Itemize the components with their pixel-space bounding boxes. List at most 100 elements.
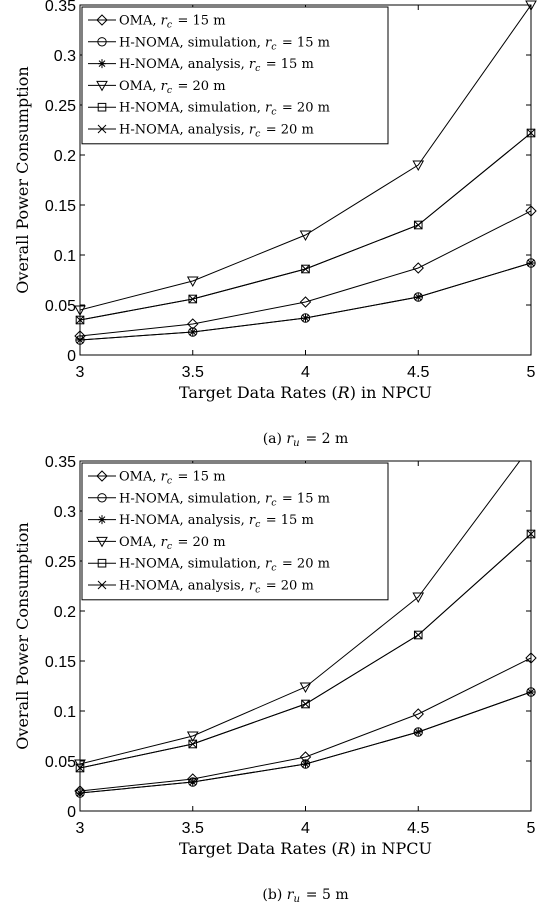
- legend-label: H-NOMA, simulation, rc = 20 m: [119, 557, 330, 574]
- data-point-triangle-down: [299, 230, 312, 242]
- data-point-cross: [526, 128, 536, 138]
- data-point-asterisk: [188, 777, 197, 787]
- legend-marker-cross: [97, 124, 107, 134]
- markers-group: [74, 529, 537, 798]
- legend-box: [81, 462, 389, 601]
- chart-b: 3 3.5 4 4.5 5 0 0.05 0.1 0.15 0.2 0.25 0.3 0.35 Targe…: [13, 456, 537, 905]
- chart-a: 3 3.5 4 4.5 5 0 0.05 0.1 0.15 0.2 0.25 0.3 0.35 Targe…: [13, 0, 537, 449]
- data-point-cross: [526, 529, 536, 539]
- legend-entry: OMA, rc = 20 m: [88, 535, 226, 552]
- data-point-cross: [301, 699, 310, 709]
- data-point-square: [301, 264, 310, 274]
- legend-marker-square: [97, 102, 107, 112]
- x-tick-label: 4.5: [407, 364, 429, 381]
- y-tick-label: 0.1: [54, 248, 76, 265]
- x-tick-label: 4: [301, 820, 310, 837]
- series-line-square: [80, 132, 531, 321]
- y-tick-label: 0.05: [45, 298, 76, 315]
- data-point-square: [75, 763, 85, 773]
- data-point-asterisk: [301, 759, 310, 769]
- y-tick-label: 0: [67, 348, 76, 365]
- data-point-square: [75, 315, 85, 325]
- data-point-square: [526, 128, 536, 138]
- legend-entry: H-NOMA, analysis, rc = 20 m: [88, 123, 314, 140]
- legend: OMA, rc = 15 m H-NOMA, simulation, rc = 1…: [81, 6, 389, 145]
- legend-marker-diamond: [96, 470, 108, 482]
- legend-entry: H-NOMA, simulation, rc = 15 m: [88, 35, 330, 52]
- x-tick-label: 5: [527, 364, 536, 381]
- y-axis: 0 0.05 0.1 0.15 0.2 0.25 0.3 0.35: [45, 0, 531, 365]
- data-point-triangle-down: [412, 592, 425, 604]
- legend-label: H-NOMA, simulation, rc = 20 m: [119, 101, 330, 118]
- y-tick-label: 0: [67, 804, 76, 821]
- data-point-square: [188, 294, 198, 304]
- series-line-cross: [80, 132, 531, 321]
- legend-marker-triangle-down: [96, 80, 108, 92]
- data-point-diamond: [412, 708, 424, 720]
- x-axis-label: Target Data Rates (R) in NPCU: [179, 839, 432, 858]
- data-point-cross: [188, 294, 198, 304]
- data-point-triangle-down: [74, 305, 86, 317]
- series-line-diamond: [80, 657, 531, 792]
- data-point-triangle-down: [412, 160, 425, 172]
- data-point-asterisk: [188, 327, 197, 337]
- y-axis: 0 0.05 0.1 0.15 0.2 0.25 0.3 0.35: [45, 456, 531, 821]
- data-point-asterisk: [527, 687, 535, 697]
- legend-label: H-NOMA, analysis, rc = 20 m: [119, 579, 314, 596]
- data-point-asterisk: [76, 335, 84, 345]
- x-tick-label: 3: [76, 820, 85, 837]
- data-point-triangle-down: [186, 731, 199, 743]
- data-point-diamond: [412, 262, 424, 274]
- legend-entry: H-NOMA, simulation, rc = 20 m: [88, 101, 330, 118]
- data-point-asterisk: [301, 313, 310, 323]
- legend-marker-cross: [97, 580, 107, 590]
- data-point-triangle-down: [186, 276, 199, 288]
- legend-marker-triangle-down: [96, 536, 108, 548]
- y-tick-label: 0.05: [45, 754, 76, 771]
- y-axis-label: Overall Power Consumption: [13, 522, 32, 749]
- y-tick-label: 0.3: [54, 504, 76, 521]
- x-tick-label: 5: [527, 820, 536, 837]
- x-axis-label: Target Data Rates (R) in NPCU: [179, 383, 432, 402]
- data-point-diamond: [525, 205, 537, 217]
- legend-entry: H-NOMA, simulation, rc = 20 m: [88, 557, 330, 574]
- legend-entry: H-NOMA, analysis, rc = 20 m: [88, 579, 314, 596]
- x-tick-label: 3: [76, 364, 85, 381]
- series-line-triangle-down: [80, 5, 531, 311]
- data-point-square: [526, 529, 536, 539]
- data-point-square: [413, 630, 423, 640]
- series-line-diamond: [80, 210, 531, 337]
- data-point-asterisk: [414, 292, 423, 302]
- y-tick-label: 0.2: [54, 604, 76, 621]
- legend-label: OMA, rc = 15 m: [119, 470, 226, 487]
- data-point-square: [301, 699, 310, 709]
- data-point-square: [188, 739, 198, 749]
- legend-marker-diamond: [96, 14, 108, 26]
- series-line-circle: [80, 691, 531, 794]
- data-point-asterisk: [414, 727, 423, 737]
- x-tick-label: 3.5: [182, 820, 204, 837]
- legend-marker-asterisk: [98, 59, 106, 69]
- legend-box: [81, 6, 389, 145]
- data-point-triangle-down: [299, 682, 312, 694]
- y-tick-label: 0.3: [54, 48, 76, 65]
- x-axis: 3 3.5 4 4.5 5: [76, 461, 536, 837]
- data-point-square: [413, 220, 423, 230]
- x-tick-label: 4: [301, 364, 310, 381]
- legend-label: H-NOMA, analysis, rc = 15 m: [119, 57, 314, 74]
- legend-label: H-NOMA, simulation, rc = 15 m: [119, 491, 330, 508]
- series-line-asterisk: [80, 691, 531, 794]
- data-point-cross: [75, 763, 85, 773]
- figure-caption: (a) ru = 2 m: [263, 431, 349, 449]
- y-tick-label: 0.15: [45, 198, 76, 215]
- data-point-cross: [188, 739, 198, 749]
- y-axis-label: Overall Power Consumption: [13, 66, 32, 293]
- legend-entry: H-NOMA, analysis, rc = 15 m: [88, 513, 314, 530]
- legend-label: OMA, rc = 15 m: [119, 14, 226, 31]
- y-tick-label: 0.15: [45, 654, 76, 671]
- legend-label: H-NOMA, simulation, rc = 15 m: [119, 35, 330, 52]
- legend-label: H-NOMA, analysis, rc = 15 m: [119, 513, 314, 530]
- legend: OMA, rc = 15 m H-NOMA, simulation, rc = 1…: [81, 462, 389, 601]
- legend-entry: OMA, rc = 15 m: [88, 14, 226, 31]
- markers-group: [74, 0, 537, 345]
